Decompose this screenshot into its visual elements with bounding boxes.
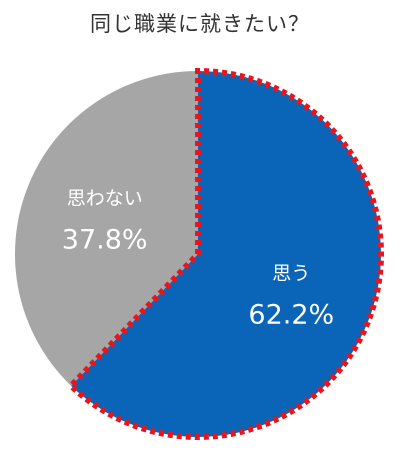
slice-value-yes: 62.2% — [248, 300, 334, 331]
highlight-dashed-outline — [66, 67, 384, 440]
slice-value-no: 37.8% — [62, 224, 148, 255]
chart-title: 同じ職業に就きたい？ — [90, 12, 310, 36]
pie-slice-no — [14, 71, 198, 386]
pie-slice-yes — [71, 71, 381, 437]
slice-label-no: 思わない — [67, 187, 143, 209]
slice-label-yes: 思う — [272, 263, 310, 285]
